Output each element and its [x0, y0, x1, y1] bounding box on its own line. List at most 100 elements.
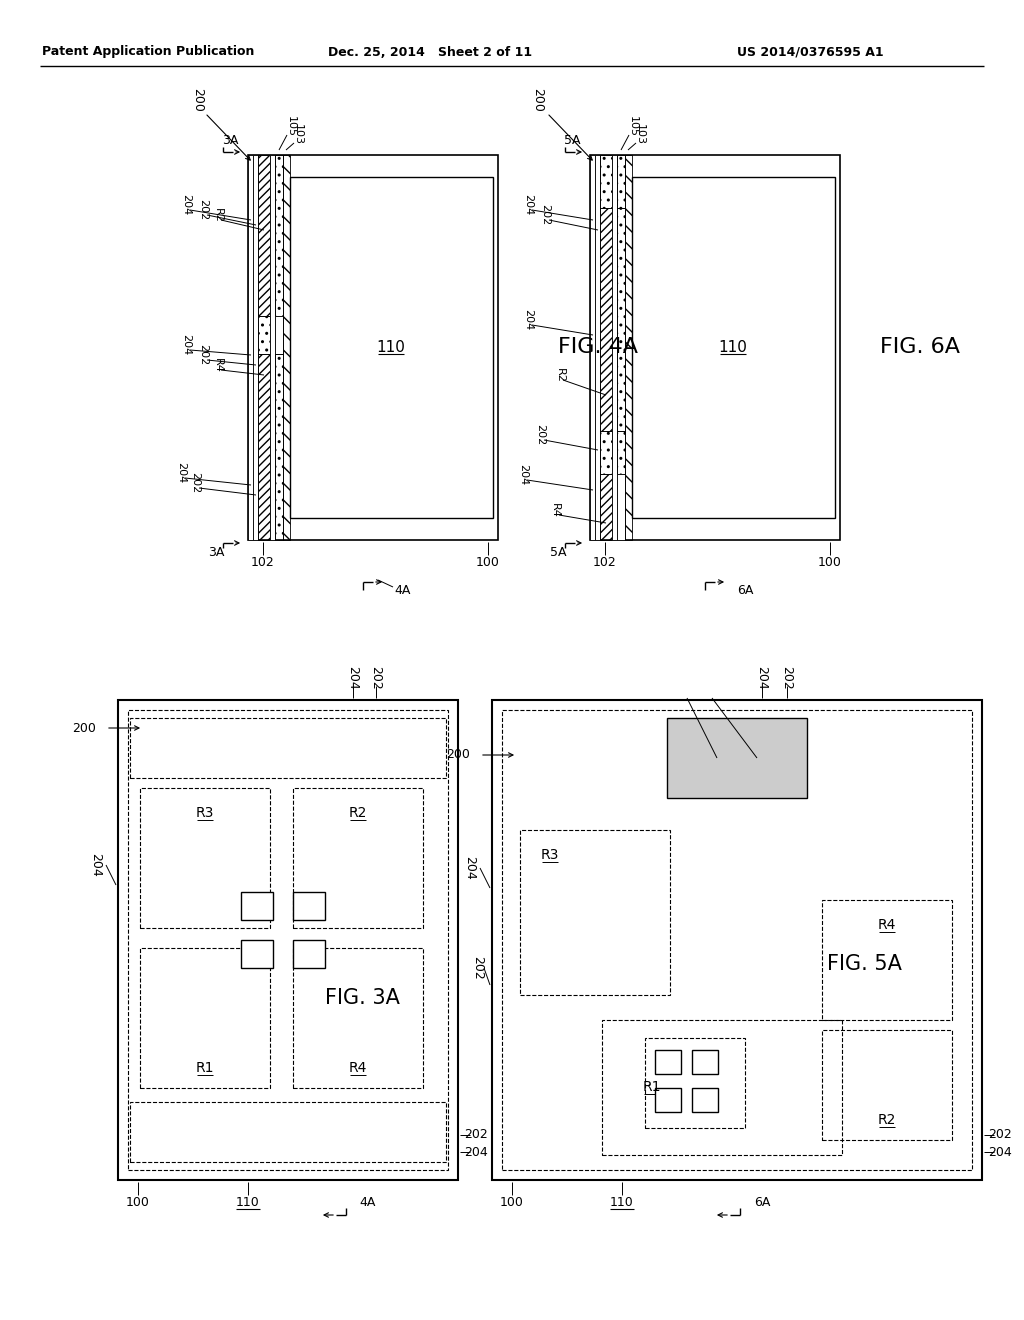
Text: 110: 110 — [237, 1196, 260, 1209]
Text: 103: 103 — [293, 124, 303, 145]
Text: 202: 202 — [370, 667, 383, 690]
Text: R2: R2 — [213, 207, 223, 223]
Text: 204: 204 — [464, 857, 476, 880]
Bar — [130, 718, 446, 777]
Bar — [692, 1049, 718, 1074]
Bar — [492, 700, 982, 1180]
Text: 110: 110 — [377, 339, 406, 355]
Text: 204: 204 — [181, 194, 191, 215]
Bar — [667, 718, 807, 799]
Bar — [275, 354, 283, 540]
Text: 5A: 5A — [564, 133, 581, 147]
Text: R2: R2 — [878, 1113, 896, 1127]
Text: FIG. 6A: FIG. 6A — [880, 337, 961, 356]
Text: 100: 100 — [500, 1196, 524, 1209]
Bar — [283, 154, 290, 540]
Text: FIG. 3A: FIG. 3A — [326, 987, 400, 1007]
Text: 200: 200 — [531, 88, 545, 112]
Bar — [293, 948, 423, 1088]
Text: 200: 200 — [72, 722, 96, 734]
Text: 204: 204 — [756, 667, 768, 690]
Bar — [293, 892, 325, 920]
Bar — [241, 892, 273, 920]
Bar — [632, 177, 835, 517]
Bar — [655, 1088, 681, 1111]
Text: 202: 202 — [535, 424, 545, 446]
Bar — [595, 154, 600, 540]
Text: 110: 110 — [610, 1196, 634, 1209]
Bar — [290, 177, 493, 517]
Text: 4A: 4A — [359, 1196, 376, 1209]
Text: FIG. 4A: FIG. 4A — [558, 337, 638, 356]
Text: 204: 204 — [518, 465, 528, 486]
Text: R3: R3 — [196, 807, 214, 820]
Bar — [130, 1102, 446, 1162]
Bar — [520, 830, 670, 995]
Text: 103: 103 — [635, 124, 645, 145]
Bar — [502, 710, 972, 1170]
Bar — [270, 154, 275, 540]
Bar — [293, 788, 423, 928]
Bar — [617, 209, 625, 432]
Text: 202: 202 — [780, 667, 794, 690]
Bar — [617, 432, 625, 474]
Bar — [600, 209, 612, 432]
Text: 202: 202 — [471, 956, 484, 979]
Bar — [602, 1020, 842, 1155]
Bar — [275, 154, 283, 315]
Bar — [655, 1049, 681, 1074]
Bar — [258, 354, 270, 540]
Text: 204: 204 — [523, 309, 534, 330]
Text: 204: 204 — [346, 667, 359, 690]
Bar — [248, 154, 498, 540]
Bar — [612, 154, 617, 540]
Bar — [617, 154, 625, 209]
Bar — [590, 154, 840, 540]
Text: 3A: 3A — [208, 545, 224, 558]
Text: 204: 204 — [181, 334, 191, 355]
Text: 5A: 5A — [550, 545, 566, 558]
Text: 3A: 3A — [222, 133, 239, 147]
Text: R2: R2 — [555, 367, 565, 383]
Bar — [275, 315, 283, 354]
Text: R2: R2 — [349, 807, 368, 820]
Bar — [822, 1030, 952, 1140]
Bar — [128, 710, 449, 1170]
Text: 100: 100 — [818, 556, 842, 569]
Text: 105: 105 — [286, 116, 296, 137]
Text: 202: 202 — [190, 473, 200, 494]
Text: 102: 102 — [251, 556, 274, 569]
Text: 100: 100 — [476, 556, 500, 569]
Bar — [248, 154, 253, 540]
Text: R1: R1 — [643, 1080, 662, 1094]
Bar — [600, 154, 612, 209]
Text: R4: R4 — [550, 503, 560, 517]
Text: 202: 202 — [198, 199, 208, 220]
Text: 204: 204 — [988, 1146, 1012, 1159]
Bar — [258, 154, 270, 315]
Bar — [600, 474, 612, 540]
Text: R4: R4 — [349, 1061, 368, 1074]
Text: R3: R3 — [541, 847, 559, 862]
Text: 202: 202 — [198, 345, 208, 366]
Bar — [241, 940, 273, 968]
Text: 102: 102 — [593, 556, 616, 569]
Text: 110: 110 — [719, 339, 748, 355]
Text: 204: 204 — [464, 1146, 487, 1159]
Text: US 2014/0376595 A1: US 2014/0376595 A1 — [736, 45, 884, 58]
Bar — [600, 432, 612, 474]
Text: 6A: 6A — [754, 1196, 770, 1209]
Bar — [253, 154, 258, 540]
Text: FIG. 5A: FIG. 5A — [827, 954, 902, 974]
Bar — [140, 788, 270, 928]
Text: 204: 204 — [89, 853, 102, 876]
Text: R4: R4 — [878, 917, 896, 932]
Bar — [118, 700, 458, 1180]
Text: 204: 204 — [176, 462, 186, 483]
Text: 105: 105 — [628, 116, 638, 137]
Bar — [258, 315, 270, 354]
Text: R1: R1 — [196, 1061, 214, 1074]
Text: Dec. 25, 2014   Sheet 2 of 11: Dec. 25, 2014 Sheet 2 of 11 — [328, 45, 532, 58]
Bar — [293, 940, 325, 968]
Bar — [645, 1038, 745, 1129]
